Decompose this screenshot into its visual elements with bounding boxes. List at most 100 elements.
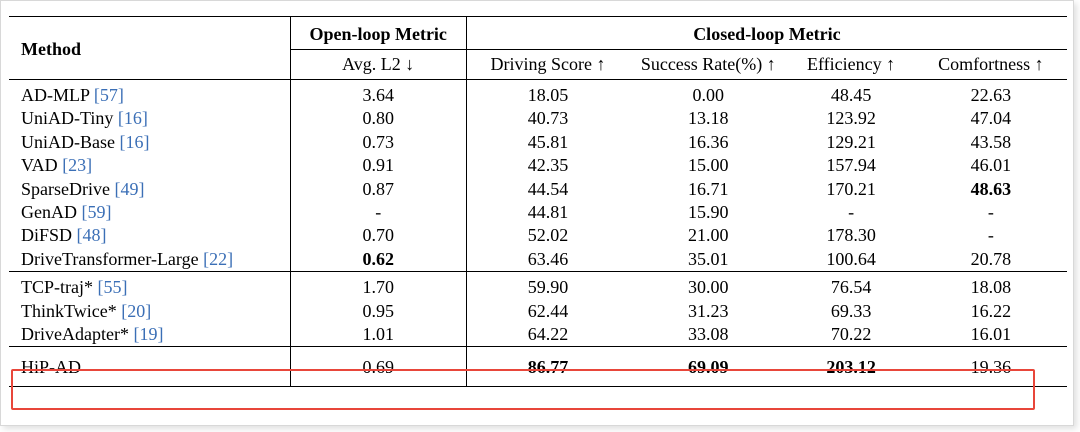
driving-score-cell: 63.46: [527, 248, 569, 269]
efficiency-cell: 178.30: [826, 225, 876, 246]
table-row: TCP-traj* [55] 1.70 59.90 30.00 76.54 18…: [9, 271, 1067, 300]
method-cell: AD-MLP [57]: [9, 79, 291, 108]
closed-loop-header: Closed-loop Metric: [466, 16, 1067, 50]
results-table: Method Open-loop Metric Closed-loop Metr…: [9, 16, 1067, 388]
avg-l2-cell: 0.73: [290, 130, 467, 155]
avg-l2-cell: 0.87: [290, 177, 467, 202]
comfortness-cell: 19.36: [914, 346, 1067, 388]
method-name: SparseDrive: [21, 178, 115, 199]
efficiency-cell-best: 203.12: [787, 346, 915, 388]
table-row-ours: HiP-AD 0.69 86.77 69.09 203.12 19.36: [9, 346, 1067, 388]
success-rate-cell: 15.00: [688, 155, 729, 176]
efficiency-cell: 70.22: [830, 324, 872, 345]
driving-score-cell: 59.90: [466, 271, 630, 300]
method-cell: VAD [23]: [9, 154, 291, 178]
method-name: GenAD: [21, 202, 82, 223]
driving-score-cell: 52.02: [527, 225, 569, 246]
method-cell: TCP-traj* [55]: [9, 271, 291, 300]
header-row-groups: Method Open-loop Metric Closed-loop Metr…: [9, 16, 1067, 80]
driving-score-cell: 44.54: [527, 178, 569, 199]
method-name: DiFSD: [21, 225, 77, 246]
driving-score-cell: 64.22: [527, 324, 569, 345]
efficiency-cell: 157.94: [826, 155, 876, 176]
avg-l2-cell-best: 0.62: [290, 247, 467, 272]
method-cell: DriveTransformer-Large [22]: [9, 247, 291, 272]
success-rate-cell: 31.23: [688, 300, 729, 321]
table-row: ThinkTwice* [20] 0.95 62.44 31.23 69.33 …: [9, 299, 1067, 324]
table-row: VAD [23] 0.91 42.35 15.00 157.94 46.01: [9, 154, 1067, 178]
success-rate-cell: 30.00: [629, 271, 788, 300]
citation-link[interactable]: [55]: [97, 277, 128, 298]
table-row: AD-MLP [57] 3.64 18.05 0.00 48.45 22.63: [9, 79, 1067, 108]
citation-link[interactable]: [49]: [114, 178, 145, 199]
efficiency-cell: 123.92: [826, 108, 876, 129]
method-cell: DiFSD [48]: [9, 224, 291, 248]
avg-l2-cell: 0.80: [290, 107, 467, 131]
table-row: UniAD-Tiny [16] 0.80 40.73 13.18 123.92 …: [9, 107, 1067, 131]
driving-score-cell: 44.81: [527, 202, 569, 223]
comfortness-cell-best: 48.63: [970, 178, 1012, 199]
citation-link[interactable]: [20]: [121, 300, 152, 321]
efficiency-cell: 69.33: [830, 300, 872, 321]
success-rate-cell: 0.00: [629, 79, 788, 108]
method-name-ours: HiP-AD: [9, 346, 291, 388]
efficiency-cell: 100.64: [826, 248, 876, 269]
method-name: AD-MLP: [21, 85, 94, 105]
method-cell: UniAD-Tiny [16]: [9, 107, 291, 131]
method-header: Method: [9, 16, 291, 80]
method-name: DriveAdapter*: [21, 324, 134, 345]
method-cell: DriveAdapter* [19]: [9, 323, 291, 347]
driving-score-cell: 42.35: [527, 155, 569, 176]
driving-score-cell: 45.81: [527, 131, 569, 152]
citation-link[interactable]: [59]: [81, 202, 112, 223]
success-rate-cell: 16.36: [688, 131, 729, 152]
success-rate-cell: 16.71: [688, 178, 729, 199]
citation-link[interactable]: [57]: [93, 85, 124, 105]
comfortness-cell: -: [987, 202, 994, 223]
col-header-avg-l2: Avg. L2 ↓: [290, 49, 467, 80]
efficiency-cell: 48.45: [787, 79, 915, 108]
citation-link[interactable]: [23]: [62, 155, 93, 176]
driving-score-cell: 18.05: [466, 79, 630, 108]
col-header-comfortness: Comfortness ↑: [938, 54, 1044, 74]
comfortness-cell: 20.78: [970, 248, 1012, 269]
table-row: DiFSD [48] 0.70 52.02 21.00 178.30 -: [9, 224, 1067, 248]
citation-link[interactable]: [19]: [133, 324, 164, 345]
efficiency-cell: 76.54: [787, 271, 915, 300]
table-row: GenAD [59] - 44.81 15.90 - -: [9, 201, 1067, 225]
method-name: DriveTransformer-Large: [21, 248, 204, 269]
citation-link[interactable]: [48]: [76, 225, 107, 246]
driving-score-cell: 62.44: [527, 300, 569, 321]
table-row: DriveTransformer-Large [22] 0.62 63.46 3…: [9, 247, 1067, 272]
table-row: DriveAdapter* [19] 1.01 64.22 33.08 70.2…: [9, 323, 1067, 347]
efficiency-cell: 170.21: [826, 178, 876, 199]
avg-l2-cell: -: [290, 201, 467, 225]
success-rate-cell: 13.18: [688, 108, 729, 129]
citation-link[interactable]: [22]: [203, 248, 234, 269]
success-rate-cell: 21.00: [688, 225, 729, 246]
open-loop-header: Open-loop Metric: [290, 16, 467, 50]
avg-l2-cell: 1.01: [290, 323, 467, 347]
avg-l2-cell: 0.69: [290, 346, 467, 388]
success-rate-cell: 35.01: [688, 248, 729, 269]
comfortness-cell: 18.08: [914, 271, 1067, 300]
avg-l2-cell: 0.95: [290, 299, 467, 324]
citation-link[interactable]: [16]: [117, 108, 148, 129]
success-rate-cell-best: 69.09: [629, 346, 788, 388]
comfortness-cell: 16.01: [970, 324, 1012, 345]
avg-l2-cell: 0.70: [290, 224, 467, 248]
header-row-columns: Avg. L2 ↓ Driving Score ↑ Success Rate(%…: [9, 49, 1067, 80]
comfortness-cell: 22.63: [914, 79, 1067, 108]
col-header-efficiency: Efficiency ↑: [807, 54, 896, 74]
method-name: VAD: [21, 155, 63, 176]
success-rate-cell: 33.08: [688, 324, 729, 345]
table-row: SparseDrive [49] 0.87 44.54 16.71 170.21…: [9, 177, 1067, 202]
comfortness-cell: -: [987, 225, 994, 246]
method-name: UniAD-Base: [21, 131, 120, 152]
table-row: UniAD-Base [16] 0.73 45.81 16.36 129.21 …: [9, 130, 1067, 155]
comfortness-cell: 47.04: [970, 108, 1012, 129]
citation-link[interactable]: [16]: [119, 131, 150, 152]
col-header-driving-score: Driving Score ↑: [490, 54, 606, 74]
method-cell: UniAD-Base [16]: [9, 130, 291, 155]
